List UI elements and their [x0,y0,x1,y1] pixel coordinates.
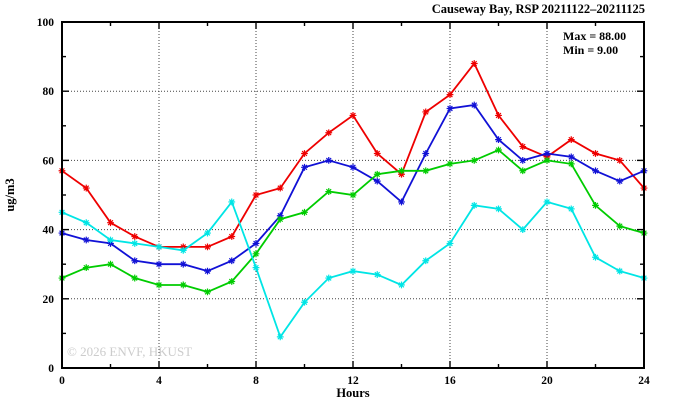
y-tick-label: 100 [37,17,55,29]
x-tick-label: 12 [347,375,359,387]
grid-lines [62,22,644,368]
y-tick-label: 40 [43,225,55,237]
y-tick-label: 60 [43,155,55,167]
x-tick-label: 16 [444,375,456,387]
x-axis-label: Hours [336,386,369,400]
axis-ticks [61,21,645,369]
y-axis-label: ug/m3 [3,178,17,211]
annotation-min: Min = 9.00 [563,43,618,57]
series-cyan-markers [58,198,648,341]
axis-tick-labels: 0 4 8 12 16 20 24 0 20 40 60 80 100 [37,17,650,387]
y-tick-label: 80 [43,86,55,98]
annotation-max: Max = 88.00 [563,29,626,43]
x-tick-label: 0 [59,375,65,387]
chart-title: Causeway Bay, RSP 20211122–20211125 [432,2,645,16]
y-tick-label: 0 [48,363,54,375]
x-tick-label: 8 [253,375,259,387]
x-tick-label: 24 [638,375,650,387]
y-tick-label: 20 [43,294,55,306]
x-tick-label: 20 [541,375,553,387]
watermark-text: © 2026 ENVF, HKUST [67,344,192,359]
series-cyan [58,198,648,341]
x-tick-label: 4 [156,375,162,387]
series-green [58,146,648,296]
